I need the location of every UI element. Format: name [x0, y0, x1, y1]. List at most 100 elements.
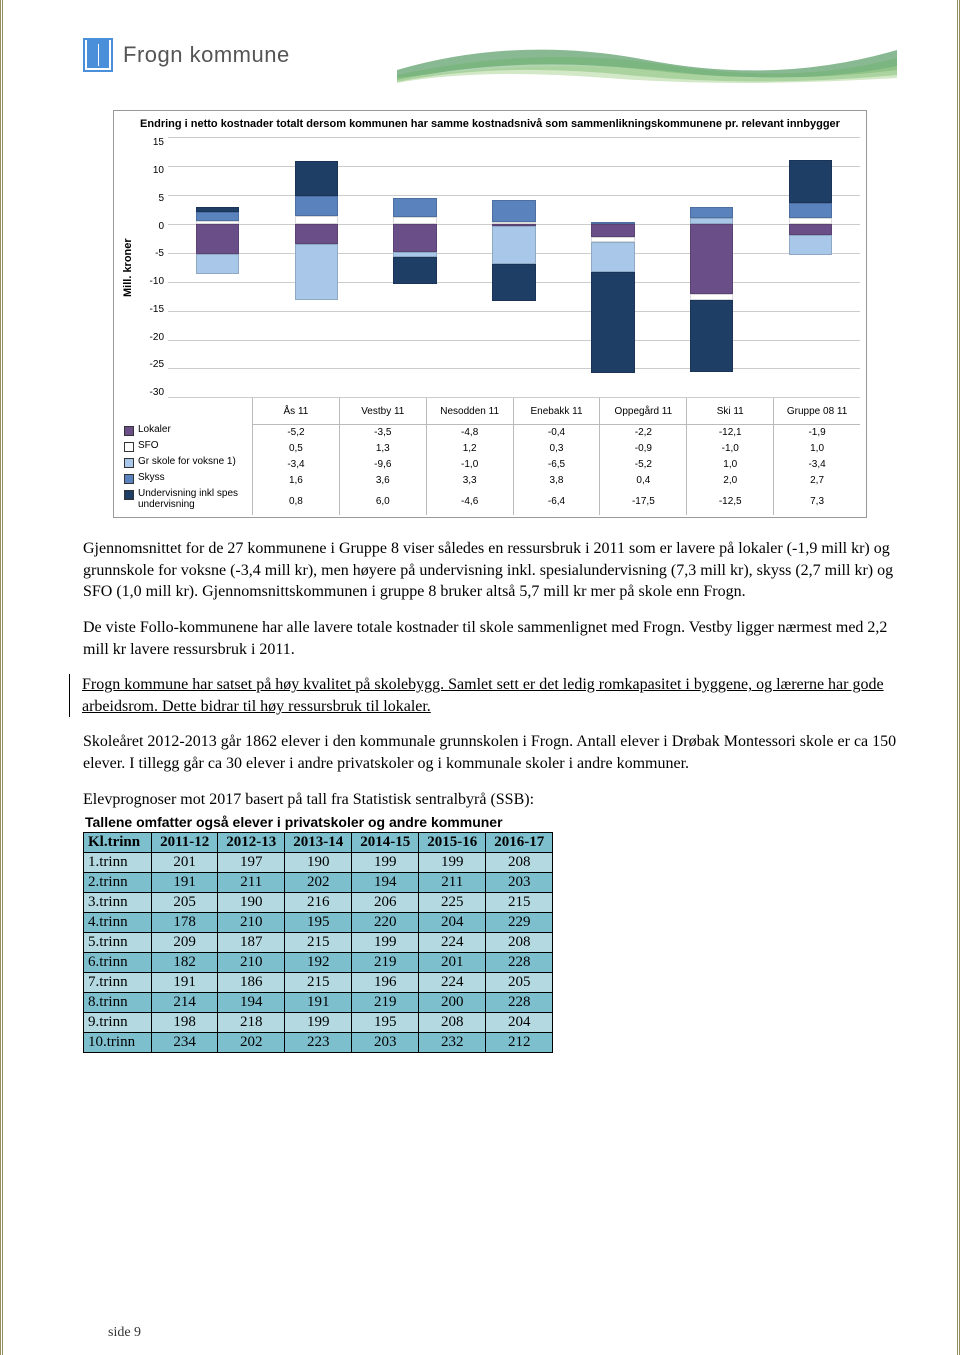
elev-cell: 223	[285, 1033, 352, 1053]
elev-cell: 232	[419, 1033, 486, 1053]
elev-cell: 195	[352, 1013, 419, 1033]
data-cell: 3,8	[514, 473, 600, 489]
data-col-head: Vestby 11	[340, 398, 426, 425]
elev-cell: 225	[419, 893, 486, 913]
elev-cell: 191	[152, 973, 218, 993]
data-cell: -4,6	[427, 489, 513, 515]
elev-row-label: 7.trinn	[84, 973, 152, 993]
header-wave-graphic	[397, 30, 897, 90]
elev-row-label: 10.trinn	[84, 1033, 152, 1053]
data-cell: 2,7	[774, 473, 860, 489]
legend-swatch	[124, 474, 134, 484]
elev-cell: 199	[419, 853, 486, 873]
elev-cell: 210	[218, 953, 285, 973]
kommune-logo	[83, 38, 113, 72]
elev-cell: 202	[285, 873, 352, 893]
elev-cell: 208	[486, 933, 553, 953]
chart-plot-area	[168, 137, 860, 398]
elev-cell: 208	[419, 1013, 486, 1033]
elev-row: 4.trinn178210195220204229	[84, 913, 553, 933]
chart-data-table: LokalerSFOGr skole for voksne 1)SkyssUnd…	[120, 398, 860, 515]
elev-prognosis-table: Kl.trinn2011-122012-132013-142014-152015…	[83, 832, 553, 1053]
page-number: side 9	[108, 1325, 141, 1341]
elev-row-label: 5.trinn	[84, 933, 152, 953]
chart-y-label: Mill. kroner	[120, 137, 136, 398]
elev-row: 6.trinn182210192219201228	[84, 953, 553, 973]
data-cell: -17,5	[600, 489, 686, 515]
data-col: Ås 11-5,20,5-3,41,60,8	[252, 398, 339, 515]
elev-cell: 229	[486, 913, 553, 933]
elev-row-label: 3.trinn	[84, 893, 152, 913]
elev-cell: 211	[419, 873, 486, 893]
elev-cell: 215	[285, 933, 352, 953]
elev-row-label: 2.trinn	[84, 873, 152, 893]
legend-label: SFO	[138, 440, 159, 451]
cost-change-chart: Endring i netto kostnader totalt dersom …	[113, 110, 867, 518]
elev-cell: 190	[285, 853, 352, 873]
elev-cell: 201	[152, 853, 218, 873]
elev-header-cell: 2013-14	[285, 833, 352, 853]
elev-table-caption: Tallene omfatter også elever i privatsko…	[85, 814, 897, 830]
legend-row: Gr skole for voksne 1)	[120, 456, 252, 472]
data-cell: 0,3	[514, 441, 600, 457]
legend-row: SFO	[120, 440, 252, 456]
body-paragraph-4: Skoleåret 2012-2013 går 1862 elever i de…	[83, 731, 897, 774]
elev-row-label: 9.trinn	[84, 1013, 152, 1033]
legend-swatch	[124, 490, 134, 500]
elev-cell: 196	[352, 973, 419, 993]
data-col-head: Ås 11	[253, 398, 339, 425]
bar-6	[789, 137, 832, 397]
legend-swatch	[124, 458, 134, 468]
data-cell: 7,3	[774, 489, 860, 515]
elev-cell: 224	[419, 973, 486, 993]
elev-cell: 208	[486, 853, 553, 873]
elev-cell: 203	[352, 1033, 419, 1053]
elev-cell: 187	[218, 933, 285, 953]
data-cell: -9,6	[340, 457, 426, 473]
elev-cell: 215	[486, 893, 553, 913]
data-col-head: Oppegård 11	[600, 398, 686, 425]
data-cell: 3,6	[340, 473, 426, 489]
elev-cell: 206	[352, 893, 419, 913]
elev-cell: 209	[152, 933, 218, 953]
elev-cell: 215	[285, 973, 352, 993]
elev-cell: 211	[218, 873, 285, 893]
legend-label: Gr skole for voksne 1)	[138, 456, 236, 467]
elev-cell: 182	[152, 953, 218, 973]
data-cell: -5,2	[253, 425, 339, 441]
legend-label: Undervisning inkl spes undervisning	[138, 488, 252, 510]
data-cell: 1,2	[427, 441, 513, 457]
elev-row-label: 1.trinn	[84, 853, 152, 873]
elev-cell: 190	[218, 893, 285, 913]
data-cell: -1,0	[687, 441, 773, 457]
data-cell: 0,5	[253, 441, 339, 457]
elev-cell: 219	[352, 993, 419, 1013]
elev-cell: 197	[218, 853, 285, 873]
elev-row: 1.trinn201197190199199208	[84, 853, 553, 873]
data-cell: 1,0	[687, 457, 773, 473]
elev-cell: 194	[218, 993, 285, 1013]
data-col: Vestby 11-3,51,3-9,63,66,0	[339, 398, 426, 515]
data-col: Ski 11-12,1-1,01,02,0-12,5	[686, 398, 773, 515]
elev-cell: 219	[352, 953, 419, 973]
legend-label: Lokaler	[138, 424, 171, 435]
data-cell: 0,4	[600, 473, 686, 489]
elev-row: 2.trinn191211202194211203	[84, 873, 553, 893]
data-cell: -1,9	[774, 425, 860, 441]
elev-cell: 224	[419, 933, 486, 953]
bar-4	[591, 137, 634, 397]
elev-cell: 228	[486, 953, 553, 973]
elev-cell: 210	[218, 913, 285, 933]
elev-cell: 199	[285, 1013, 352, 1033]
elev-cell: 214	[152, 993, 218, 1013]
data-cell: -3,4	[253, 457, 339, 473]
elev-cell: 199	[352, 933, 419, 953]
elev-cell: 199	[352, 853, 419, 873]
data-cell: -2,2	[600, 425, 686, 441]
elev-cell: 198	[152, 1013, 218, 1033]
data-cell: -0,4	[514, 425, 600, 441]
chart-title: Endring i netto kostnader totalt dersom …	[120, 117, 860, 131]
elev-cell: 192	[285, 953, 352, 973]
elev-cell: 178	[152, 913, 218, 933]
elev-cell: 186	[218, 973, 285, 993]
